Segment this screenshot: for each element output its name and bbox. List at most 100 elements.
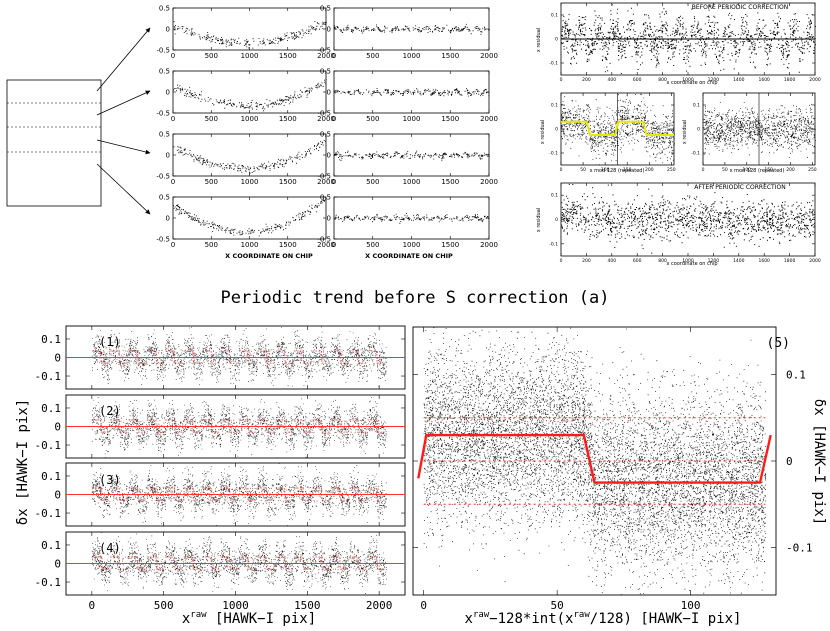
trend-before-4-xtick-label: 1500 bbox=[279, 241, 297, 249]
folded-plot-ytick-label: 0.1 bbox=[786, 368, 806, 381]
strip-1-data bbox=[91, 326, 387, 388]
before-periodic-plot-xtick-label: 1000 bbox=[682, 77, 694, 83]
mod128-before-data bbox=[561, 93, 675, 166]
strip-4-model bbox=[91, 556, 386, 570]
after-periodic-data bbox=[561, 183, 816, 254]
trend-after-3-xtick-label: 2000 bbox=[480, 178, 498, 186]
after-periodic-plot-ytick-label: 0 bbox=[555, 217, 558, 223]
trend-after-1-xtick-label: 500 bbox=[366, 52, 379, 60]
trend-after-2-ytick-label: 0 bbox=[327, 88, 331, 96]
mod128-before-plot-ytick-label: -0.1 bbox=[549, 151, 558, 157]
mod128-before-plot: 0 50 100 150 200 250 -0.1 0 0.1 bbox=[549, 92, 676, 173]
trend-after-3-ytick-label: -0.5 bbox=[317, 172, 331, 180]
trend-after-2-xtick-label: 2000 bbox=[480, 115, 498, 123]
arrow-4 bbox=[96, 163, 151, 215]
trend-after-4-ytick-label: 0 bbox=[327, 214, 331, 222]
before-periodic-plot-xtick-label: 2000 bbox=[809, 77, 821, 83]
strip-4-xtick-label: 500 bbox=[154, 599, 174, 612]
trend-before-1-xtick-label: 500 bbox=[205, 52, 218, 60]
trend-before-4-data-points bbox=[173, 198, 327, 237]
trend-before-2-ytick-label: 0 bbox=[166, 88, 170, 96]
trend-after-2-xtick-label: 1500 bbox=[441, 115, 459, 123]
trend-after-3: 0 500 1000 1500 2000-0.500.5 bbox=[317, 130, 498, 186]
arrow-2 bbox=[96, 90, 151, 116]
folded-panel-label: (5) bbox=[767, 336, 790, 351]
trend-after-3-frame bbox=[333, 133, 490, 177]
after-periodic-title: AFTER PERIODIC CORRECTION bbox=[694, 184, 785, 191]
mod128-after-plot: 0 50 100 150 200 250 -0.1 0 0.1 bbox=[691, 92, 817, 173]
strip-label-1: (1) bbox=[99, 335, 121, 349]
arrow-3 bbox=[96, 139, 151, 155]
plots-layer: 0 500 1000 1500 2000-0.500.50 500 1000 1500 2000… bbox=[35, 2, 821, 612]
trend-after-2-data bbox=[334, 88, 490, 97]
trend-after-3-ytick-label: 0.5 bbox=[320, 130, 331, 138]
mod128-after-plot-xtick-label: 250 bbox=[808, 167, 817, 173]
strip-4-xtick-label: 1000 bbox=[222, 599, 249, 612]
before-periodic-plot: 0 200 400 600 800 1000 1200 1400 1600 1800 2000 -0.… bbox=[549, 2, 821, 83]
trend-after-3-data-points bbox=[334, 150, 490, 161]
after-periodic-plot-xtick-label: 1200 bbox=[708, 258, 720, 264]
trend-before-1-xtick-label: 2000 bbox=[317, 52, 335, 60]
trend-before-2-ytick-label: 0.5 bbox=[159, 67, 170, 75]
mod128-before-plot-xtick-label: 200 bbox=[645, 167, 654, 173]
trend-after-4-data bbox=[334, 213, 489, 224]
folded-plot-xtick-label: 100 bbox=[681, 599, 701, 612]
folded-xlabel: xraw−128*int(xraw/128) [HAWK−I pix] bbox=[465, 610, 742, 627]
strip-1-ytick-label: -0.1 bbox=[35, 370, 62, 383]
after-periodic-plot-xtick-label: 800 bbox=[658, 258, 667, 264]
mod128-before-plot-xtick-label: 50 bbox=[580, 167, 586, 173]
trend-before-3-ytick-label: 0.5 bbox=[159, 130, 170, 138]
before-periodic-plot-xtick-label: 1400 bbox=[733, 77, 745, 83]
trend-after-1-xtick-label: 1500 bbox=[441, 52, 459, 60]
before-periodic-xlabel: x coordinate on chip bbox=[666, 80, 717, 86]
before-periodic-plot-xtick-label: 0 bbox=[560, 77, 563, 83]
strip-2-ytick-label: 0 bbox=[54, 420, 61, 433]
strip-3-ytick-label: -0.1 bbox=[35, 507, 62, 520]
trend-after-4-ytick-label: -0.5 bbox=[317, 235, 331, 243]
trend-after-2-ytick-label: 0.5 bbox=[320, 67, 331, 75]
strip-3-ytick-label: 0 bbox=[54, 488, 61, 501]
folded-plot: 0 50 100 -0.1 0 0.1 bbox=[412, 326, 813, 612]
strip-4: 0 500 1000 1500 2000 -0.1 0 0.1 bbox=[35, 531, 406, 612]
trend-after-3-xtick-label: 1500 bbox=[441, 178, 459, 186]
before-periodic-plot-ytick-label: 0 bbox=[555, 37, 558, 43]
strip-label-4: (4) bbox=[99, 541, 121, 555]
trend-before-2-xtick-label: 1000 bbox=[241, 115, 259, 123]
trend-before-1-ytick-label: -0.5 bbox=[156, 46, 170, 54]
trend-after-4-xtick-label: 0 bbox=[332, 241, 336, 249]
before-periodic-plot-ytick-label: 0.1 bbox=[551, 13, 558, 19]
trend-before-4-xtick-label: 0 bbox=[171, 241, 175, 249]
after-periodic-plot-xtick-label: 1400 bbox=[733, 258, 745, 264]
before-periodic-title: BEFORE PERIODIC CORRECTION bbox=[692, 4, 788, 11]
after-periodic-plot-xtick-label: 200 bbox=[582, 258, 591, 264]
arrow-1 bbox=[96, 27, 151, 92]
trend-after-4-xtick-label: 1000 bbox=[403, 241, 421, 249]
folded-plot-xtick-label: 50 bbox=[551, 599, 564, 612]
strip-2-ytick-label: -0.1 bbox=[35, 439, 62, 452]
strip-3: -0.1 0 0.1 bbox=[35, 462, 406, 527]
trend-before-2-data-points bbox=[173, 78, 327, 112]
trend-before-2-xtick-label: 0 bbox=[171, 115, 175, 123]
section-title: Periodic trend before S correction (a) bbox=[221, 288, 610, 308]
mod128-before-step-fit bbox=[561, 120, 674, 136]
trend-before-1-data-points bbox=[173, 21, 327, 49]
strip-3-ytick-label: 0.1 bbox=[41, 470, 61, 483]
mod128-after-plot-xtick-label: 200 bbox=[786, 167, 795, 173]
strips-xlabel: xraw [HAWK−I pix] bbox=[182, 610, 316, 627]
folded-plot-ytick-label: 0 bbox=[786, 455, 793, 468]
trend-before-4-ytick-label: 0.5 bbox=[159, 193, 170, 201]
before-periodic-plot-xtick-label: 1200 bbox=[708, 77, 720, 83]
after-periodic-plot-xtick-label: 1800 bbox=[784, 258, 796, 264]
trend-after-3-ytick-label: 0 bbox=[327, 151, 331, 159]
trend-before-3-ytick-label: 0 bbox=[166, 151, 170, 159]
after-periodic-ylabel: x residual bbox=[536, 208, 542, 232]
before-periodic-ylabel: x residual bbox=[536, 28, 542, 52]
trend-after-1-xtick-label: 2000 bbox=[480, 52, 498, 60]
trend-after-2: 0 500 1000 1500 2000-0.500.5 bbox=[317, 67, 498, 123]
trend-before-3-xtick-label: 1500 bbox=[279, 178, 297, 186]
trend-after-1-xtick-label: 0 bbox=[332, 52, 336, 60]
trend-after-4-xtick-label: 500 bbox=[366, 241, 379, 249]
mod128-before-plot-xtick-label: 150 bbox=[623, 167, 632, 173]
strip-4-ytick-label: 0 bbox=[54, 557, 61, 570]
trend-after-2-xtick-label: 500 bbox=[366, 115, 379, 123]
